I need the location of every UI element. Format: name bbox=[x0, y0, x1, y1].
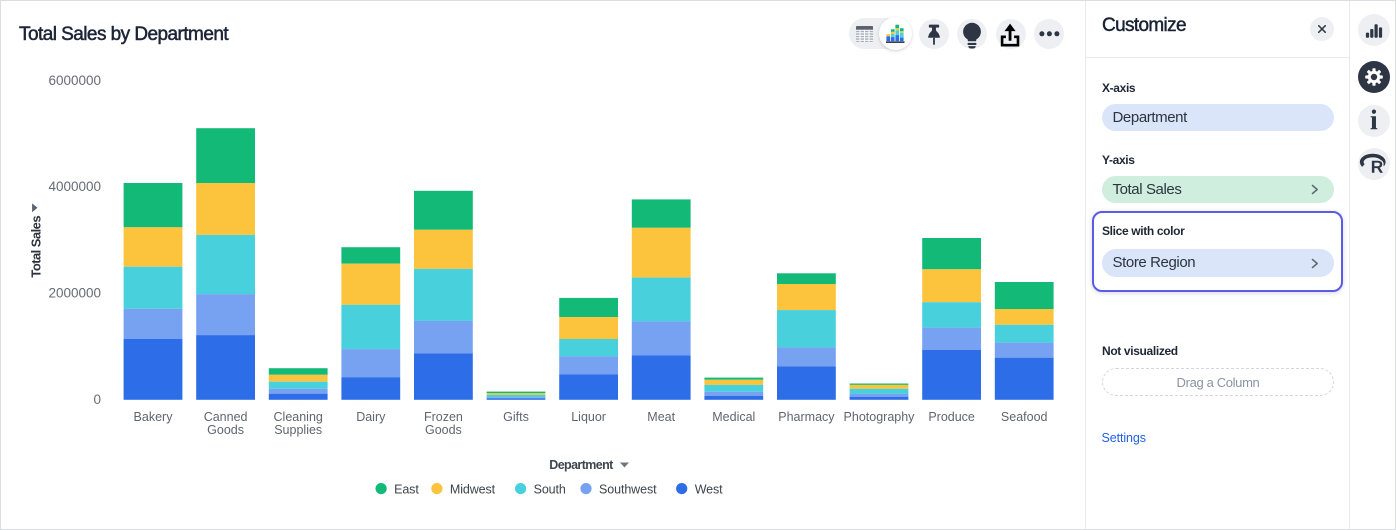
svg-text:Cleaning: Cleaning bbox=[274, 410, 323, 424]
svg-text:Canned: Canned bbox=[204, 410, 248, 424]
svg-text:Photography: Photography bbox=[844, 410, 916, 424]
svg-text:Frozen: Frozen bbox=[424, 410, 463, 424]
svg-text:Total Sales: Total Sales bbox=[29, 216, 44, 278]
svg-text:0: 0 bbox=[93, 392, 101, 407]
svg-text:Supplies: Supplies bbox=[274, 423, 322, 437]
svg-text:Pharmacy: Pharmacy bbox=[778, 410, 835, 424]
svg-text:Meat: Meat bbox=[647, 410, 675, 424]
svg-text:Goods: Goods bbox=[425, 423, 462, 437]
svg-text:South: South bbox=[534, 482, 566, 496]
svg-text:Seafood: Seafood bbox=[1001, 410, 1048, 424]
svg-text:Goods: Goods bbox=[207, 423, 244, 437]
svg-text:Produce: Produce bbox=[928, 410, 975, 424]
svg-text:Liquor: Liquor bbox=[571, 410, 606, 424]
svg-text:Department: Department bbox=[549, 458, 614, 472]
svg-text:Midwest: Midwest bbox=[450, 482, 496, 496]
svg-text:Southwest: Southwest bbox=[599, 482, 657, 496]
svg-text:6000000: 6000000 bbox=[48, 73, 101, 88]
svg-text:East: East bbox=[394, 482, 419, 496]
svg-text:West: West bbox=[695, 482, 723, 496]
svg-text:Medical: Medical bbox=[712, 410, 755, 424]
svg-text:4000000: 4000000 bbox=[48, 179, 101, 194]
svg-text:2000000: 2000000 bbox=[48, 286, 101, 301]
svg-text:Dairy: Dairy bbox=[356, 410, 386, 424]
svg-text:Bakery: Bakery bbox=[134, 410, 174, 424]
svg-text:Gifts: Gifts bbox=[503, 410, 529, 424]
